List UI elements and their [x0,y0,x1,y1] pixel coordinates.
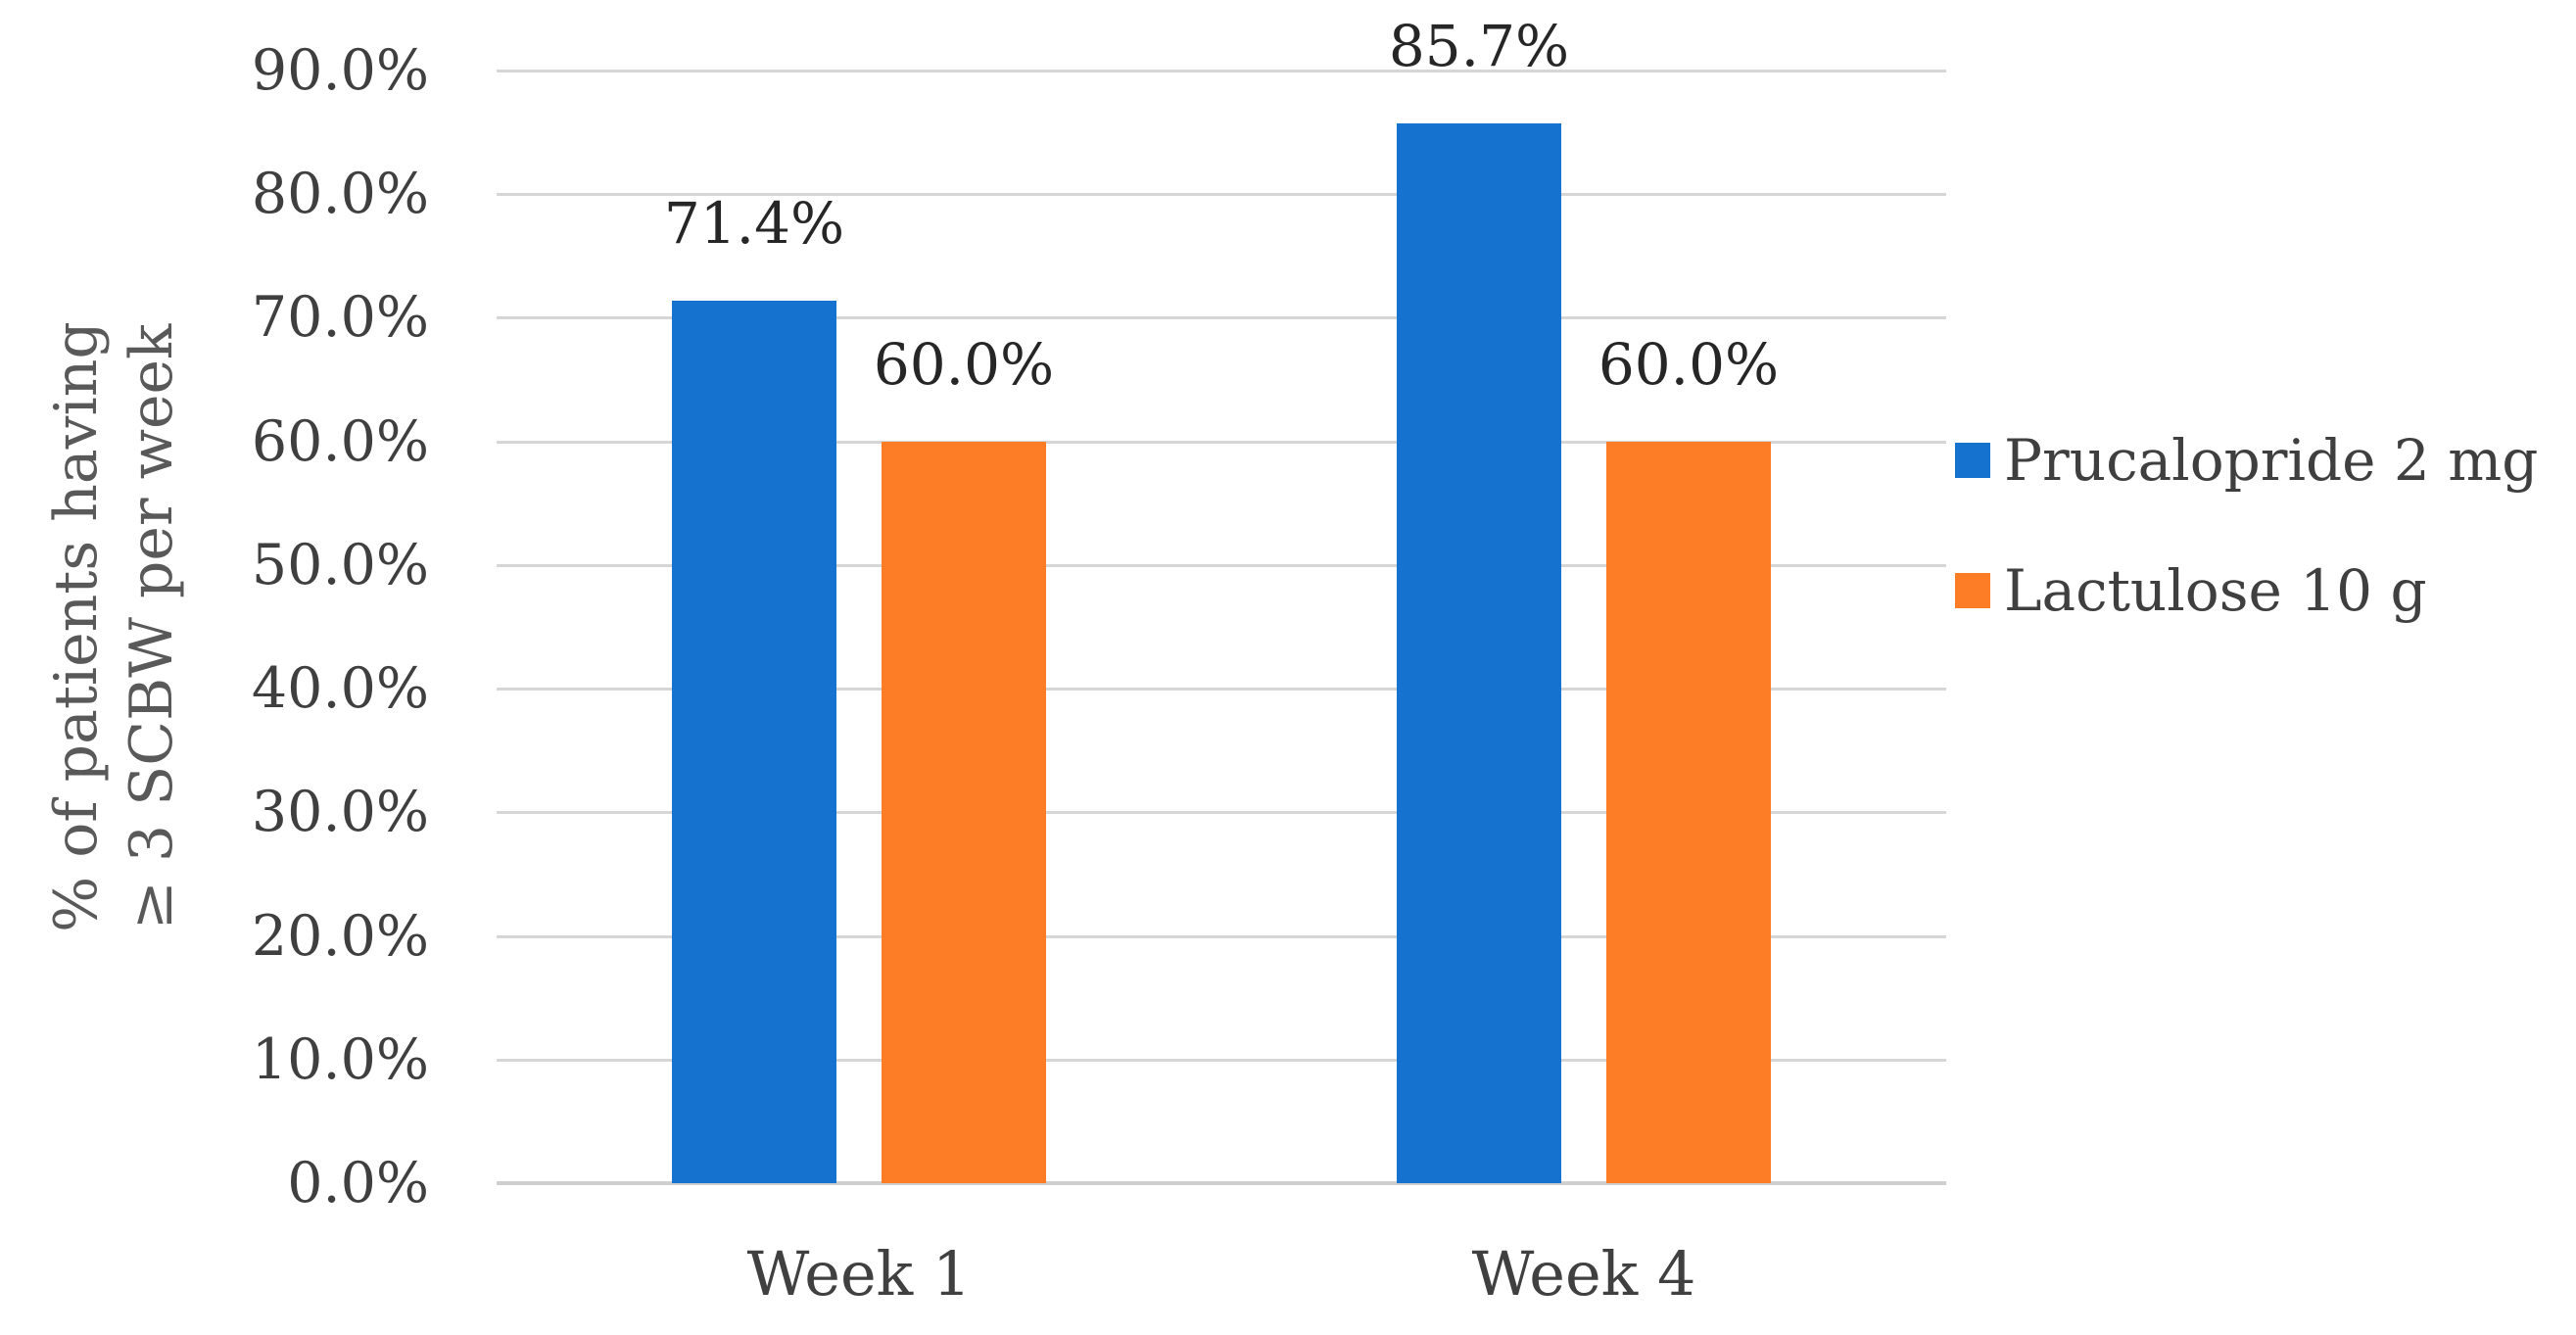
gridline-30 [497,811,1946,815]
y-tick-label-10: 10.0% [251,1026,429,1092]
gridline-90 [497,70,1946,72]
legend-label: Prucalopride 2 mg [2004,427,2539,494]
legend: Prucalopride 2 mg Lactulose 10 g [1955,427,2538,691]
y-tick-label-20: 20.0% [251,903,429,969]
x-category-label-1: Week 1 [746,1238,972,1310]
legend-swatch-icon [1955,443,1990,478]
gridline-80 [497,193,1946,197]
y-tick-label-0: 0.0% [287,1151,429,1216]
x-axis-line [497,1181,1946,1185]
gridline-10 [497,1058,1946,1062]
gridline-70 [497,316,1946,320]
legend-item-prucalopride-2-mg: Prucalopride 2 mg [1955,427,2538,494]
y-tick-label-60: 60.0% [251,408,429,474]
y-tick-label-90: 90.0% [251,38,429,103]
gridline-20 [497,934,1946,938]
data-label-week-4-prucalopride-2-mg: 85.7% [1388,13,1570,80]
gridline-40 [497,688,1946,691]
bar-week-1-prucalopride-2-mg [672,300,836,1183]
data-label-week-1-prucalopride-2-mg: 71.4% [663,189,845,257]
y-tick-label-30: 30.0% [251,780,429,845]
bar-week-1-lactulose-10-g [882,441,1046,1183]
y-tick-label-80: 80.0% [251,162,429,227]
legend-swatch-icon [1955,573,1990,608]
gridline-60 [497,440,1946,444]
legend-label: Lactulose 10 g [2004,557,2427,624]
bar-week-4-lactulose-10-g [1606,441,1771,1183]
data-label-week-4-lactulose-10-g: 60.0% [1598,330,1780,398]
y-tick-label-70: 70.0% [251,285,429,351]
x-category-label-2: Week 4 [1471,1238,1696,1310]
y-tick-label-40: 40.0% [251,656,429,722]
data-label-week-1-lactulose-10-g: 60.0% [873,330,1055,398]
y-tick-label-50: 50.0% [251,532,429,597]
legend-item-lactulose-10-g: Lactulose 10 g [1955,557,2538,624]
gridline-50 [497,563,1946,567]
bar-week-4-prucalopride-2-mg [1397,123,1561,1183]
